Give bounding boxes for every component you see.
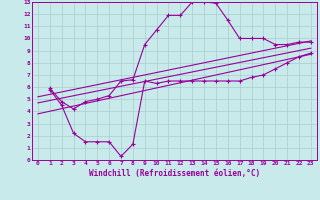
X-axis label: Windchill (Refroidissement éolien,°C): Windchill (Refroidissement éolien,°C) — [89, 169, 260, 178]
